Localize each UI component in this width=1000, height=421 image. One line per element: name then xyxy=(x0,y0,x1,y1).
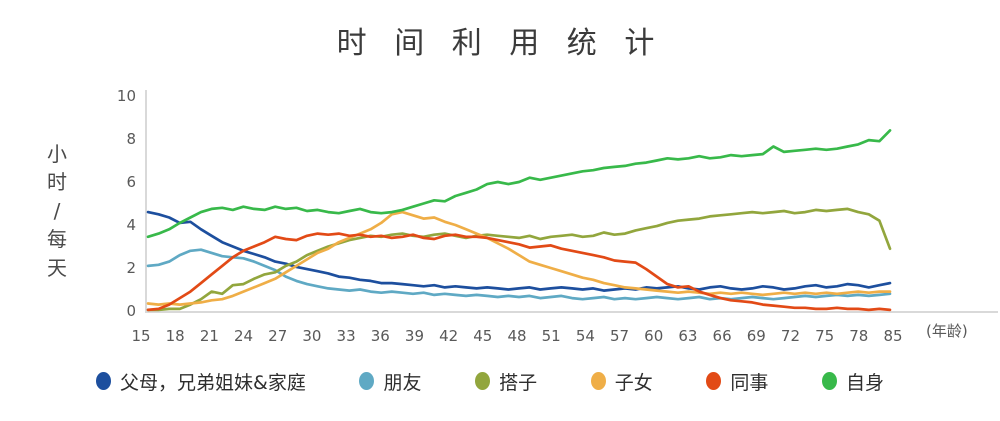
svg-text:21: 21 xyxy=(200,327,219,345)
svg-text:18: 18 xyxy=(166,327,185,345)
svg-text:24: 24 xyxy=(234,327,253,345)
legend-swatch-self-icon xyxy=(821,372,837,390)
legend-swatch-colleagues-icon xyxy=(706,372,722,390)
legend-swatch-children-icon xyxy=(590,372,606,390)
svg-text:15: 15 xyxy=(131,327,150,345)
svg-text:51: 51 xyxy=(542,327,561,345)
legend-label-colleagues: 同事 xyxy=(730,371,769,394)
svg-text:72: 72 xyxy=(781,327,800,345)
svg-text:39: 39 xyxy=(405,327,424,345)
y-axis-title: 小 时 / 每 天 xyxy=(47,142,67,280)
svg-text:6: 6 xyxy=(126,173,136,191)
legend-item-friends: 朋友 xyxy=(359,368,421,395)
svg-text:27: 27 xyxy=(268,327,287,345)
svg-text:42: 42 xyxy=(439,327,458,345)
svg-text:69: 69 xyxy=(747,327,766,345)
legend-swatch-friends-icon xyxy=(359,372,375,390)
svg-text:2: 2 xyxy=(126,259,136,277)
svg-text:33: 33 xyxy=(337,327,356,345)
svg-text:10: 10 xyxy=(117,87,136,105)
svg-text:60: 60 xyxy=(644,327,663,345)
legend-label-children: 子女 xyxy=(614,371,653,394)
svg-text:66: 66 xyxy=(713,327,732,345)
legend-item-family: 父母，兄弟姐妹&家庭 xyxy=(96,368,306,395)
svg-text:75: 75 xyxy=(815,327,834,345)
legend-item-self: 自身 xyxy=(821,368,884,395)
svg-text:8: 8 xyxy=(126,130,136,148)
legend-label-friends: 朋友 xyxy=(383,371,422,394)
svg-text:4: 4 xyxy=(126,216,136,234)
svg-text:57: 57 xyxy=(610,327,629,345)
chart-legend: 父母，兄弟姐妹&家庭 朋友 搭子 子女 同事 自身 xyxy=(96,366,884,396)
legend-label-family: 父母，兄弟姐妹&家庭 xyxy=(120,371,306,394)
svg-text:48: 48 xyxy=(507,327,526,345)
svg-text:(年龄): (年龄) xyxy=(926,322,968,340)
svg-text:30: 30 xyxy=(302,327,321,345)
legend-swatch-family-icon xyxy=(96,372,111,390)
svg-text:54: 54 xyxy=(576,327,595,345)
legend-label-companions: 搭子 xyxy=(499,371,538,394)
legend-swatch-companions-icon xyxy=(475,372,491,390)
svg-text:63: 63 xyxy=(678,327,697,345)
legend-item-children: 子女 xyxy=(590,368,653,395)
legend-item-companions: 搭子 xyxy=(475,368,537,395)
svg-text:0: 0 xyxy=(126,302,136,320)
legend-item-colleagues: 同事 xyxy=(706,368,768,395)
legend-label-self: 自身 xyxy=(845,371,884,394)
svg-text:45: 45 xyxy=(473,327,492,345)
svg-text:36: 36 xyxy=(371,327,390,345)
chart-title: 时 间 利 用 统 计 xyxy=(336,26,664,61)
svg-text:85: 85 xyxy=(883,327,902,345)
svg-text:78: 78 xyxy=(849,327,868,345)
